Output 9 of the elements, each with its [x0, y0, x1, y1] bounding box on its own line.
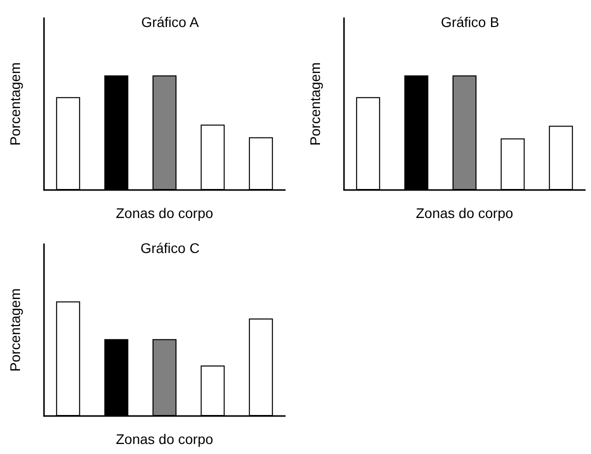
x-axis-title: Zonas do corpo — [116, 431, 214, 447]
y-axis-title: Porcentagem — [7, 288, 23, 372]
chart-title: Gráfico B — [440, 14, 500, 30]
chart-title: Gráfico C — [140, 240, 200, 256]
y-axis-title: Porcentagem — [307, 62, 323, 146]
chart-title: Gráfico A — [141, 14, 200, 30]
x-axis-title: Zonas do corpo — [116, 205, 214, 221]
x-axis-title: Zonas do corpo — [416, 205, 514, 221]
y-axis-title: Porcentagem — [7, 62, 23, 146]
